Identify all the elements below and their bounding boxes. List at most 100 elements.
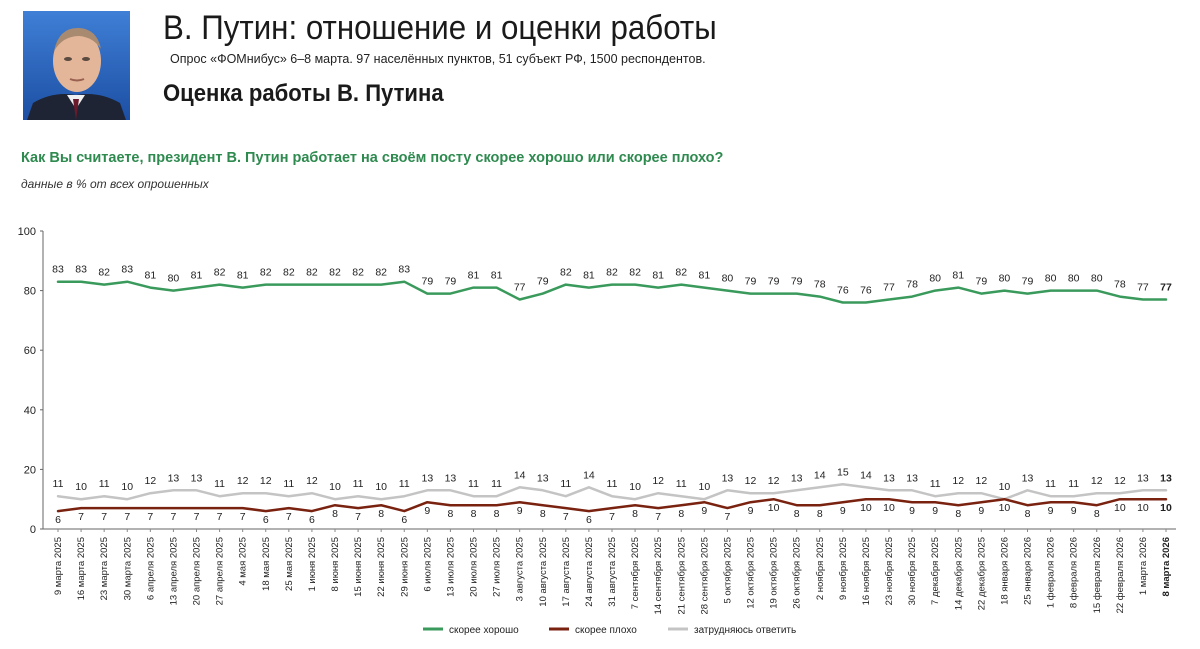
x-tick-label: 8 июня 2025: [330, 537, 341, 592]
x-tick-label: 17 августа 2025: [561, 537, 572, 607]
data-label-good: 82: [214, 267, 226, 279]
x-tick-label: 25 мая 2025: [284, 537, 295, 591]
x-tick-label: 18 мая 2025: [261, 537, 272, 591]
data-label-good: 81: [237, 270, 249, 282]
data-label-hard: 12: [1114, 475, 1126, 487]
data-label-hard: 14: [814, 469, 826, 481]
data-label-hard: 14: [583, 469, 595, 481]
y-tick-label: 100: [18, 226, 36, 238]
data-label-bad: 10: [999, 502, 1011, 514]
data-label-good: 79: [768, 276, 780, 288]
data-label-good: 80: [1091, 273, 1103, 285]
x-tick-label: 9 ноября 2025: [838, 537, 849, 600]
data-label-good: 77: [883, 282, 895, 294]
x-tick-label: 1 марта 2026: [1138, 537, 1149, 595]
data-label-bad: 8: [955, 508, 961, 520]
x-tick-label: 23 марта 2025: [99, 537, 110, 600]
data-label-bad: 7: [355, 511, 361, 523]
data-label-hard: 12: [144, 475, 156, 487]
data-label-good: 82: [98, 267, 110, 279]
x-tick-label: 19 октября 2025: [769, 537, 780, 609]
x-tick-label: 6 июля 2025: [422, 537, 433, 592]
data-label-bad: 9: [978, 505, 984, 517]
series-line-good: [56, 280, 1168, 304]
data-label-bad: 10: [860, 502, 872, 514]
data-label-good: 80: [929, 273, 941, 285]
data-label-bad: 8: [1094, 508, 1100, 520]
data-label-bad: 10: [1137, 502, 1149, 514]
data-label-good: 76: [837, 285, 849, 297]
x-tick-label: 10 августа 2025: [538, 537, 549, 607]
data-label-bad: 8: [378, 508, 384, 520]
x-tick-label: 22 февраля 2026: [1115, 537, 1126, 613]
data-label-good: 77: [1137, 282, 1149, 294]
data-label-bad: 7: [609, 511, 615, 523]
data-label-hard: 11: [676, 478, 687, 490]
approval-line-chart: 0 20 40 60 80 100 9 марта 2025 16 марта 2025 23 …: [18, 226, 1176, 636]
survey-question: Как Вы считаете, президент В. Путин рабо…: [21, 150, 724, 166]
x-tick-label: 1 июня 2025: [307, 537, 318, 592]
data-label-hard: 14: [860, 469, 872, 481]
data-label-good: 82: [629, 267, 641, 279]
data-label-hard: 11: [353, 478, 364, 490]
x-tick-label: 14 сентября 2025: [653, 537, 664, 615]
x-tick-label: 3 августа 2025: [515, 537, 526, 601]
x-tick-label: 4 мая 2025: [238, 537, 249, 586]
x-tick-label: 27 апреля 2025: [215, 537, 226, 605]
survey-subtitle: Опрос «ФОМнибус» 6–8 марта. 97 населённы…: [170, 52, 706, 66]
data-label-good: 81: [491, 270, 503, 282]
data-label-hard: 12: [1091, 475, 1103, 487]
president-photo: [23, 11, 130, 120]
data-label-good: 82: [283, 267, 295, 279]
data-label-bad: 7: [78, 511, 84, 523]
data-label-bad: 10: [768, 502, 780, 514]
data-label-good: 83: [52, 264, 64, 276]
data-label-bad: 7: [124, 511, 130, 523]
data-label-hard: 13: [1137, 472, 1149, 484]
data-label-good: 80: [722, 273, 734, 285]
data-label-hard: 12: [652, 475, 664, 487]
data-label-hard: 10: [698, 481, 710, 493]
data-label-bad: 8: [471, 508, 477, 520]
data-label-bad: 9: [840, 505, 846, 517]
data-label-good: 79: [1022, 276, 1034, 288]
x-tick-label: 30 ноября 2025: [907, 537, 918, 605]
page-title: В. Путин: отношение и оценки работы: [163, 9, 717, 47]
data-label-hard: 13: [445, 472, 457, 484]
data-label-hard: 12: [306, 475, 318, 487]
x-tick-label: 2 ноября 2025: [815, 537, 826, 600]
data-label-hard: 11: [214, 478, 225, 490]
data-label-hard: 11: [53, 478, 64, 490]
data-label-bad: 8: [794, 508, 800, 520]
data-label-good: 82: [560, 267, 572, 279]
data-label-bad: 9: [424, 505, 430, 517]
data-label-good: 81: [652, 270, 664, 282]
data-label-good: 81: [583, 270, 595, 282]
data-label-good: 79: [975, 276, 987, 288]
x-tick-label: 20 апреля 2025: [192, 537, 203, 605]
data-label-bad: 9: [932, 505, 938, 517]
x-tick-label: 24 августа 2025: [584, 537, 595, 607]
x-tick-label: 28 сентября 2025: [699, 537, 710, 615]
data-label-bad: 7: [286, 511, 292, 523]
data-label-good: 83: [75, 264, 87, 276]
data-label-hard: 14: [514, 469, 526, 481]
section-heading: Оценка работы В. Путина: [163, 80, 444, 107]
data-label-bad: 8: [540, 508, 546, 520]
data-label-hard: 11: [607, 478, 618, 490]
data-label-hard: 13: [883, 472, 895, 484]
data-label-hard: 11: [930, 478, 941, 490]
x-tick-label: 29 июня 2025: [399, 537, 410, 597]
x-tick-label: 14 декабря 2025: [953, 537, 964, 610]
data-label-good: 78: [906, 279, 918, 291]
x-tick-label: 21 сентября 2025: [676, 537, 687, 615]
data-label-bad: 7: [194, 511, 200, 523]
data-label-bad: 7: [101, 511, 107, 523]
x-tick-label: 7 декабря 2025: [930, 537, 941, 605]
x-tick-label: 22 декабря 2025: [976, 537, 987, 610]
data-label-hard: 10: [375, 481, 387, 493]
x-tick-label: 8 февраля 2026: [1069, 537, 1080, 608]
data-label-hard: 13: [168, 472, 180, 484]
data-label-good: 76: [860, 285, 872, 297]
data-label-good: 82: [675, 267, 687, 279]
